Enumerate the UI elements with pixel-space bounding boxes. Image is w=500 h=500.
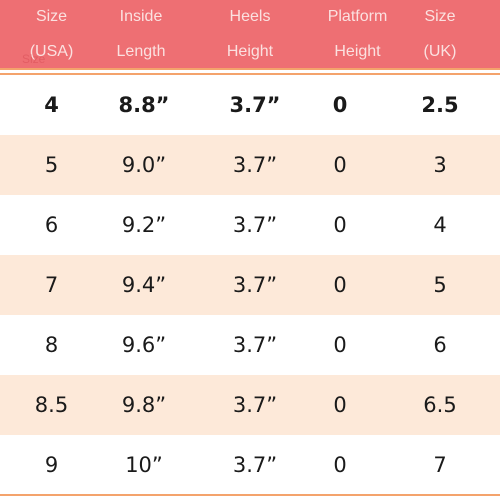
cell-inside-length: 8.8” <box>118 93 170 117</box>
cell-heels-height: 3.7” <box>232 213 278 237</box>
cell-size-uk: 6 <box>433 333 447 357</box>
cell-platform-height: 0 <box>333 393 347 417</box>
header-platform-height: Platform Height <box>315 0 400 68</box>
header-top-rule <box>0 68 500 70</box>
cell-size-usa: 7 <box>44 273 59 297</box>
header-inside-length-line1: Inside <box>119 8 163 25</box>
table-row: 4 8.8” 3.7” 0 2.5 <box>0 75 500 135</box>
header-heels-height: Heels Height <box>200 0 300 68</box>
cell-inside-length: 10” <box>125 453 163 477</box>
cell-heels-height: 3.7” <box>232 273 278 297</box>
cell-inside-length: 9.0” <box>121 153 167 177</box>
table-bottom-rule <box>0 494 500 496</box>
cell-size-uk: 3 <box>433 153 447 177</box>
cell-size-usa: 8.5 <box>34 393 69 417</box>
header-size-uk: Size (UK) <box>405 0 475 68</box>
table-row: 5 9.0” 3.7” 0 3 <box>0 135 500 195</box>
cell-heels-height: 3.7” <box>232 153 278 177</box>
header-platform-height-line2: Height <box>334 43 381 60</box>
header-size-uk-line2: (UK) <box>423 43 457 60</box>
header-ghost-text: Size <box>22 52 46 66</box>
cell-size-uk: 5 <box>433 273 447 297</box>
table-row: 8 9.6” 3.7” 0 6 <box>0 315 500 375</box>
cell-inside-length: 9.4” <box>121 273 167 297</box>
cell-platform-height: 0 <box>333 453 347 477</box>
table-row: 9 10” 3.7” 0 7 <box>0 435 500 495</box>
header-size-uk-line1: Size <box>424 8 456 25</box>
table-header: Size (USA) Inside Length Heels Height Pl… <box>0 0 500 68</box>
cell-size-uk: 4 <box>433 213 447 237</box>
cell-size-uk: 7 <box>433 453 447 477</box>
cell-heels-height: 3.7” <box>232 393 278 417</box>
cell-size-usa: 6 <box>44 213 59 237</box>
header-heels-height-line1: Heels <box>229 8 271 25</box>
header-size-usa-line1: Size <box>35 8 68 25</box>
cell-heels-height: 3.7” <box>229 93 281 117</box>
cell-size-usa: 9 <box>44 453 59 477</box>
header-bottom-rule <box>0 73 500 75</box>
cell-inside-length: 9.2” <box>121 213 167 237</box>
header-size-usa: Size (USA) <box>0 0 103 68</box>
header-inside-length-line2: Length <box>116 43 166 60</box>
cell-size-usa: 8 <box>44 333 59 357</box>
cell-size-uk: 6.5 <box>423 393 457 417</box>
cell-size-usa: 4 <box>44 93 59 117</box>
cell-inside-length: 9.8” <box>121 393 167 417</box>
table-row: 7 9.4” 3.7” 0 5 <box>0 255 500 315</box>
cell-size-usa: 5 <box>44 153 59 177</box>
cell-platform-height: 0 <box>333 333 347 357</box>
cell-heels-height: 3.7” <box>232 333 278 357</box>
header-heels-height-line2: Height <box>226 43 274 60</box>
header-size-usa-line2: (USA) <box>29 43 74 60</box>
cell-platform-height: 0 <box>333 213 347 237</box>
cell-size-uk: 2.5 <box>421 93 459 117</box>
header-inside-length: Inside Length <box>103 0 179 68</box>
cell-platform-height: 0 <box>332 93 348 117</box>
header-platform-height-line1: Platform <box>327 8 388 25</box>
cell-platform-height: 0 <box>333 153 347 177</box>
cell-heels-height: 3.7” <box>232 453 278 477</box>
table-row: 6 9.2” 3.7” 0 4 <box>0 195 500 255</box>
table-row: 8.5 9.8” 3.7” 0 6.5 <box>0 375 500 435</box>
cell-platform-height: 0 <box>333 273 347 297</box>
cell-inside-length: 9.6” <box>121 333 167 357</box>
